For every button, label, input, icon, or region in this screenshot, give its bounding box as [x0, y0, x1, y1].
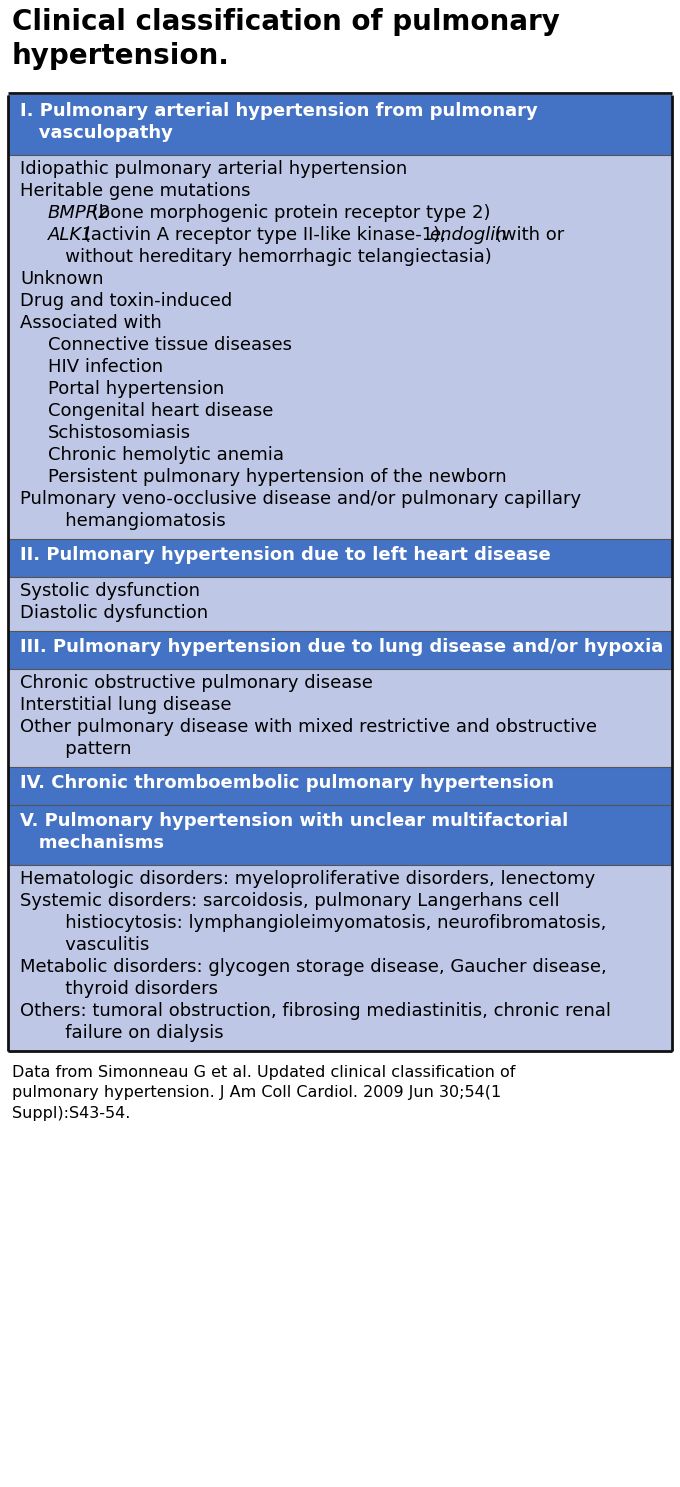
Bar	[8, 864, 672, 1050]
Text: endoglin: endoglin	[429, 226, 507, 244]
Bar	[8, 669, 672, 766]
Text: Interstitial lung disease: Interstitial lung disease	[20, 696, 231, 714]
Text: vasculopathy: vasculopathy	[20, 125, 173, 143]
Text: V. Pulmonary hypertension with unclear multifactorial: V. Pulmonary hypertension with unclear m…	[20, 812, 568, 831]
Text: (with or: (with or	[490, 226, 564, 244]
Text: Systolic dysfunction: Systolic dysfunction	[20, 581, 200, 599]
Text: Unknown: Unknown	[20, 269, 103, 287]
Text: Metabolic disorders: glycogen storage disease, Gaucher disease,: Metabolic disorders: glycogen storage di…	[20, 958, 607, 975]
Bar	[8, 95, 672, 155]
Text: Diastolic dysfunction: Diastolic dysfunction	[20, 604, 208, 622]
Text: Other pulmonary disease with mixed restrictive and obstructive: Other pulmonary disease with mixed restr…	[20, 718, 597, 736]
Text: hemangiomatosis: hemangiomatosis	[48, 512, 226, 529]
Text: Idiopathic pulmonary arterial hypertension: Idiopathic pulmonary arterial hypertensi…	[20, 159, 407, 177]
Text: Systemic disorders: sarcoidosis, pulmonary Langerhans cell: Systemic disorders: sarcoidosis, pulmona…	[20, 892, 560, 910]
Text: Chronic hemolytic anemia: Chronic hemolytic anemia	[48, 446, 284, 464]
Text: Persistent pulmonary hypertension of the newborn: Persistent pulmonary hypertension of the…	[48, 467, 507, 485]
Text: Suppl):S43-54.: Suppl):S43-54.	[12, 1106, 131, 1121]
Text: histiocytosis: lymphangioleimyomatosis, neurofibromatosis,: histiocytosis: lymphangioleimyomatosis, …	[48, 913, 607, 931]
Text: Portal hypertension: Portal hypertension	[48, 379, 224, 397]
Bar	[8, 804, 672, 864]
Text: Hematologic disorders: myeloproliferative disorders, lenectomy: Hematologic disorders: myeloproliferativ…	[20, 870, 595, 888]
Bar	[8, 766, 672, 804]
Text: Connective tissue diseases: Connective tissue diseases	[48, 336, 292, 354]
Text: Associated with: Associated with	[20, 314, 162, 332]
Text: (activin A receptor type II-like kinase-1),: (activin A receptor type II-like kinase-…	[78, 226, 452, 244]
Bar	[8, 577, 672, 630]
Text: HIV infection: HIV infection	[48, 357, 163, 376]
Text: Data from Simonneau G et al. Updated clinical classification of: Data from Simonneau G et al. Updated cli…	[12, 1065, 515, 1080]
Text: failure on dialysis: failure on dialysis	[48, 1023, 224, 1041]
Text: pattern: pattern	[48, 739, 131, 757]
Text: Heritable gene mutations: Heritable gene mutations	[20, 181, 250, 199]
Text: BMPR2: BMPR2	[48, 204, 111, 222]
Bar	[8, 538, 672, 577]
Text: IV. Chronic thromboembolic pulmonary hypertension: IV. Chronic thromboembolic pulmonary hyp…	[20, 775, 554, 793]
Text: Others: tumoral obstruction, fibrosing mediastinitis, chronic renal: Others: tumoral obstruction, fibrosing m…	[20, 1002, 611, 1020]
Text: I. Pulmonary arterial hypertension from pulmonary: I. Pulmonary arterial hypertension from …	[20, 103, 538, 120]
Text: Pulmonary veno-occlusive disease and/or pulmonary capillary: Pulmonary veno-occlusive disease and/or …	[20, 489, 581, 507]
Text: pulmonary hypertension. J Am Coll Cardiol. 2009 Jun 30;54(1: pulmonary hypertension. J Am Coll Cardio…	[12, 1086, 501, 1100]
Bar	[8, 630, 672, 669]
Text: Schistosomiasis: Schistosomiasis	[48, 424, 191, 442]
Text: Drug and toxin-induced: Drug and toxin-induced	[20, 291, 233, 309]
Text: vasculitis: vasculitis	[48, 935, 150, 953]
Text: Chronic obstructive pulmonary disease: Chronic obstructive pulmonary disease	[20, 674, 373, 691]
Text: Congenital heart disease: Congenital heart disease	[48, 401, 273, 419]
Text: mechanisms: mechanisms	[20, 834, 164, 852]
Text: Clinical classification of pulmonary
hypertension.: Clinical classification of pulmonary hyp…	[12, 7, 560, 70]
Bar	[8, 155, 672, 538]
Text: thyroid disorders: thyroid disorders	[48, 980, 218, 998]
Text: (bone morphogenic protein receptor type 2): (bone morphogenic protein receptor type …	[86, 204, 490, 222]
Text: without hereditary hemorrhagic telangiectasia): without hereditary hemorrhagic telangiec…	[48, 247, 492, 266]
Text: II. Pulmonary hypertension due to left heart disease: II. Pulmonary hypertension due to left h…	[20, 547, 551, 565]
Text: ALK1: ALK1	[48, 226, 94, 244]
Text: III. Pulmonary hypertension due to lung disease and/or hypoxia: III. Pulmonary hypertension due to lung …	[20, 638, 663, 656]
